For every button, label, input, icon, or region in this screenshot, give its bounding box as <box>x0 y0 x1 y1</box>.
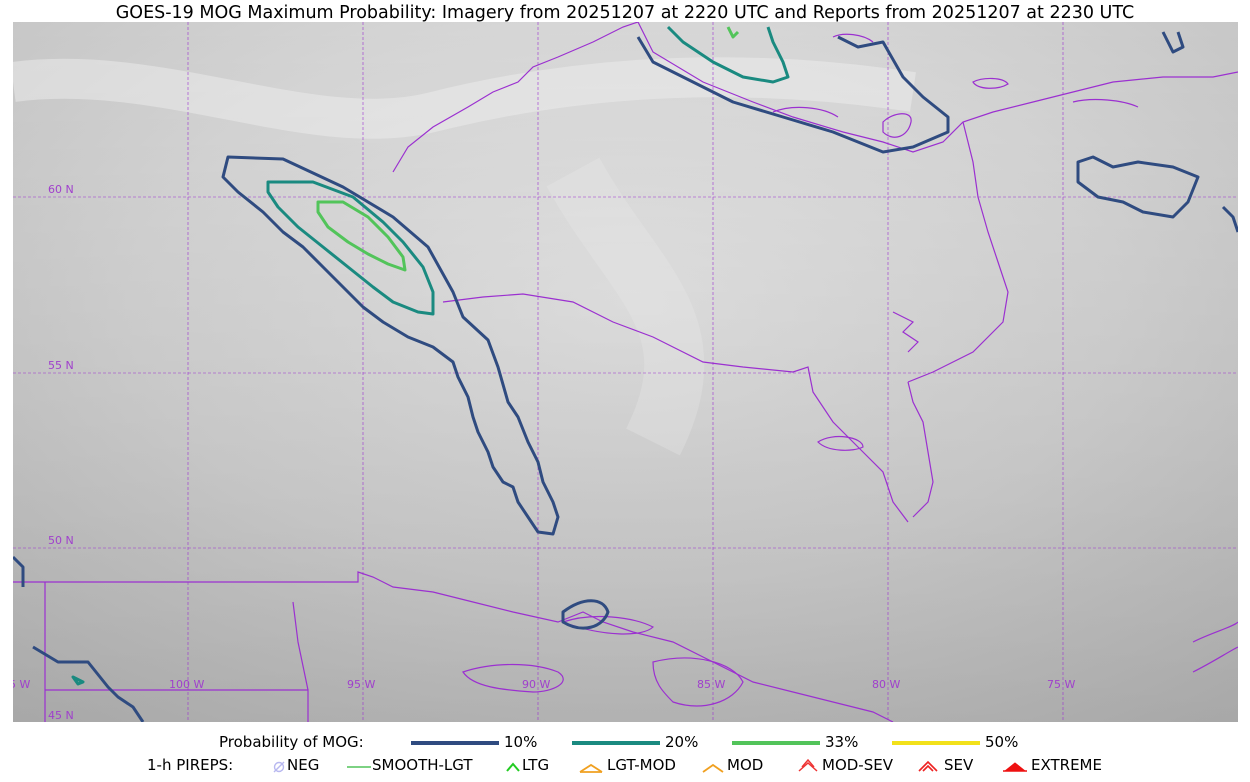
lgt-mod-label: LGT-MOD <box>607 756 676 774</box>
lat-label-50: 50 N <box>48 534 74 547</box>
mod-label: MOD <box>727 756 764 774</box>
mod-sev-icon <box>798 758 818 772</box>
satellite-map: 60 N 55 N 50 N 45 N 105 W 100 W 95 W 90 … <box>13 22 1238 722</box>
label-20-percent: 20% <box>665 733 699 751</box>
pirep-legend-title: 1-h PIREPS: <box>147 756 234 774</box>
label-33-percent: 33% <box>825 733 859 751</box>
swatch-33-percent <box>732 741 820 745</box>
lat-lon-grid <box>13 22 1238 722</box>
label-50-percent: 50% <box>985 733 1019 751</box>
ltg-icon <box>506 762 520 772</box>
lon-label-95: 95 W <box>347 678 375 691</box>
lon-label-80: 80 W <box>872 678 900 691</box>
smooth-lgt-label: SMOOTH-LGT <box>372 756 473 774</box>
probability-legend: Probability of MOG: 10% 20% 33% 50% <box>0 733 1250 753</box>
lgt-mod-icon <box>579 763 603 773</box>
sev-icon <box>918 760 938 772</box>
probability-legend-title: Probability of MOG: <box>219 733 364 751</box>
sev-label: SEV <box>944 756 974 774</box>
ltg-label: LTG <box>522 756 550 774</box>
contour-33-percent <box>316 26 740 272</box>
extreme-label: EXTREME <box>1031 756 1102 774</box>
swatch-50-percent <box>892 741 980 745</box>
lon-label-90: 90 W <box>522 678 550 691</box>
swatch-10-percent <box>411 741 499 745</box>
swatch-20-percent <box>572 741 660 745</box>
contour-20-percent <box>71 25 790 686</box>
lat-label-60: 60 N <box>48 183 74 196</box>
lon-label-105: 105 W <box>13 678 30 691</box>
lat-label-45: 45 N <box>48 709 74 722</box>
contour-10-percent <box>13 31 1238 722</box>
pirep-legend: 1-h PIREPS: NEG SMOOTH-LGT LTG LGT-MOD M… <box>0 756 1250 776</box>
lon-label-75: 75 W <box>1047 678 1075 691</box>
lon-label-100: 100 W <box>169 678 204 691</box>
lon-label-85: 85 W <box>697 678 725 691</box>
neg-label: NEG <box>287 756 320 774</box>
lat-label-55: 55 N <box>48 359 74 372</box>
mod-icon <box>702 763 724 773</box>
label-10-percent: 10% <box>504 733 538 751</box>
map-title: GOES-19 MOG Maximum Probability: Imagery… <box>115 3 1135 23</box>
coastlines-and-borders <box>13 22 1238 722</box>
mod-sev-label: MOD-SEV <box>822 756 893 774</box>
smooth-lgt-icon <box>347 766 371 768</box>
neg-icon <box>273 761 285 773</box>
extreme-icon <box>1003 762 1027 772</box>
